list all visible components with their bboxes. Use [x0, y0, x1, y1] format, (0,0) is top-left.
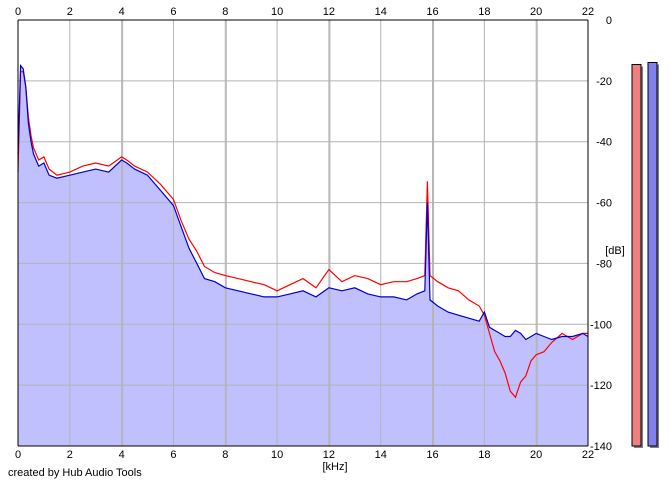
y-tick-label: -100 — [590, 319, 612, 331]
x-tick-label-top: 0 — [15, 6, 21, 18]
x-tick-label-bottom: 16 — [426, 449, 438, 461]
x-tick-label-bottom: 0 — [15, 449, 21, 461]
x-tick-label-top: 8 — [222, 6, 228, 18]
x-tick-label-top: 14 — [375, 6, 387, 18]
x-tick-label-top: 22 — [582, 6, 594, 18]
x-tick-label-top: 4 — [119, 6, 125, 18]
y-tick-label: 0 — [606, 15, 612, 27]
grid-lines — [17, 19, 589, 447]
x-tick-label-bottom: 4 — [119, 449, 125, 461]
x-tick-label-bottom: 8 — [222, 449, 228, 461]
level-meter-bar — [631, 64, 642, 447]
x-tick-label-bottom: 2 — [67, 449, 73, 461]
x-tick-label-bottom: 6 — [170, 449, 176, 461]
y-tick-labels: 0 -20 -40 -60 -80 -100 -120 -140 — [590, 15, 612, 453]
x-tick-label-top: 10 — [271, 6, 283, 18]
x-tick-label-bottom: 22 — [582, 449, 594, 461]
y-tick-label: -80 — [596, 258, 612, 270]
x-tick-label-bottom: 12 — [323, 449, 335, 461]
y-tick-label: -20 — [596, 76, 612, 88]
y-tick-label: -60 — [596, 198, 612, 210]
x-tick-label-top: 18 — [478, 6, 490, 18]
y-tick-label: -120 — [590, 380, 612, 392]
x-tick-label-top: 16 — [426, 6, 438, 18]
x-tick-label-top: 20 — [530, 6, 542, 18]
y-tick-label: -140 — [590, 441, 612, 453]
series-lines — [17, 64, 589, 399]
credit-text: created by Hub Audio Tools — [8, 467, 142, 479]
x-tick-label-top: 6 — [170, 6, 176, 18]
series-line-0 — [17, 71, 588, 399]
x-tick-label-bottom: 18 — [478, 449, 490, 461]
level-meters — [631, 61, 659, 449]
x-tick-label-bottom: 20 — [530, 449, 542, 461]
x-tick-label-bottom: 10 — [271, 449, 283, 461]
x-tick-label-bottom: 14 — [375, 449, 387, 461]
spectrum-area-fill — [18, 65, 588, 446]
series-line-1 — [17, 64, 589, 341]
x-tick-label-top: 12 — [323, 6, 335, 18]
level-meter-bar — [647, 61, 658, 447]
axes — [17, 19, 589, 447]
y-axis-label: [dB] — [605, 245, 625, 257]
area-fill-path — [18, 65, 588, 446]
y-tick-label: -40 — [596, 137, 612, 149]
x-axis-label: [kHz] — [322, 461, 347, 473]
x-tick-label-top: 2 — [67, 6, 73, 18]
